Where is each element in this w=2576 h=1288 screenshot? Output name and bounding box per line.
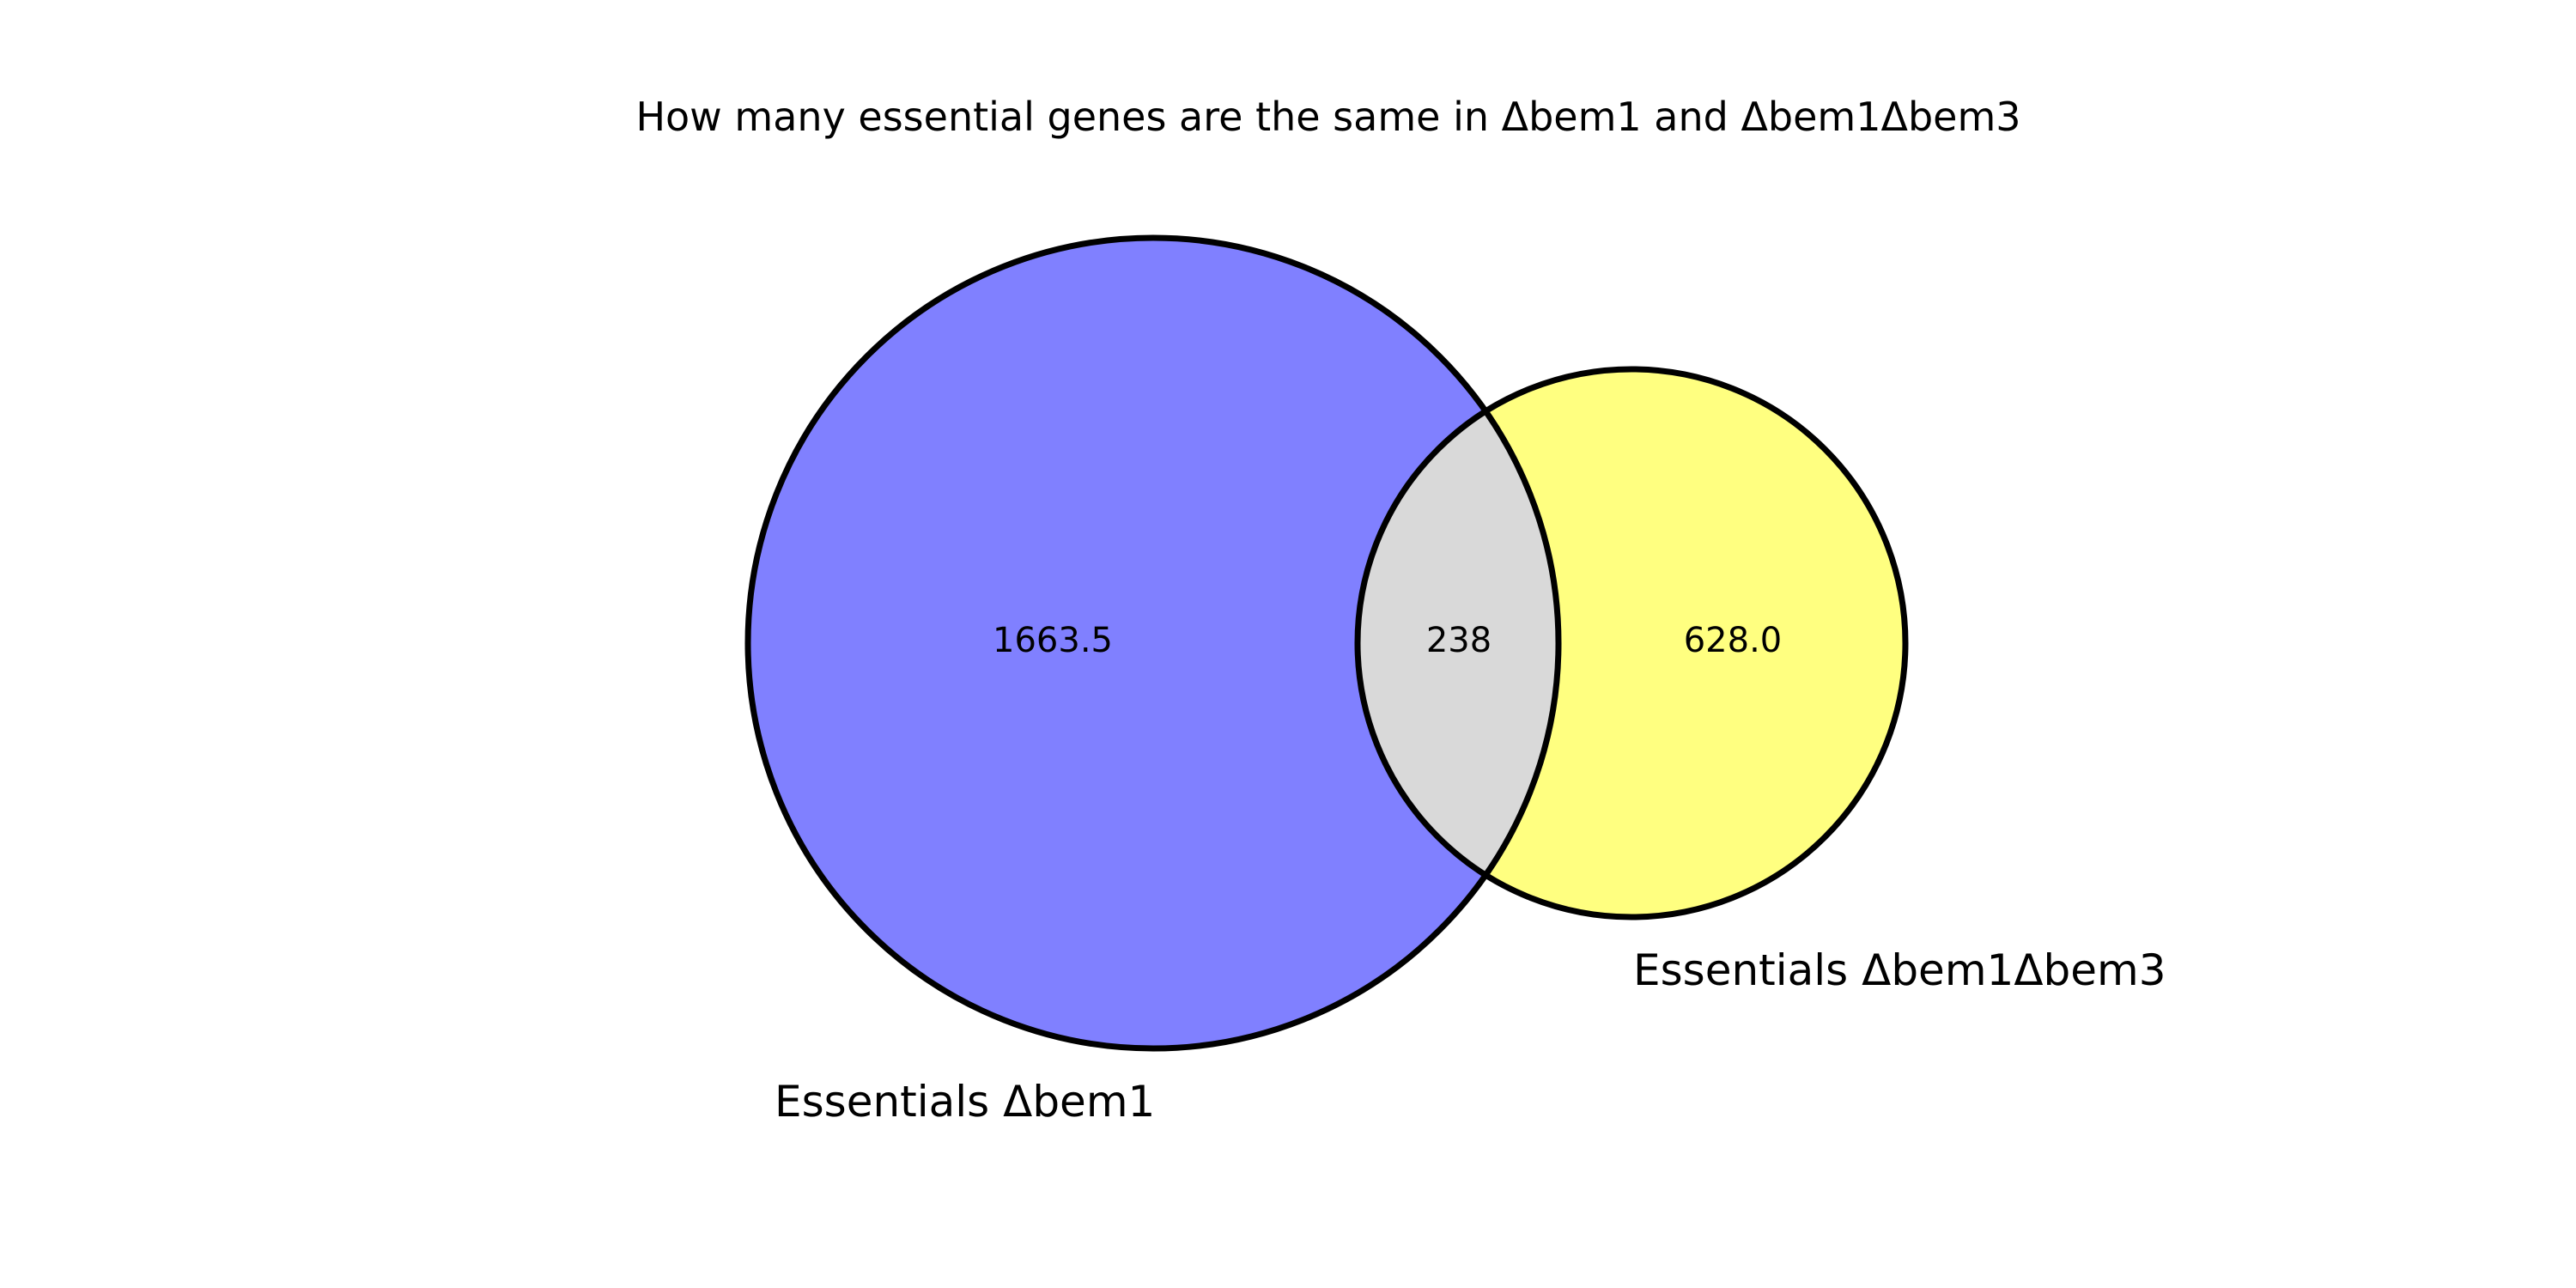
set-a-outline <box>744 234 1562 1052</box>
set-a-label: Essentials Δbem1 <box>775 1077 1155 1127</box>
set-a-circle <box>748 238 1558 1048</box>
set-b-outline <box>1354 366 1909 920</box>
region-count-intersection: 238 <box>1426 621 1492 660</box>
set-b-label: Essentials Δbem1Δbem3 <box>1633 945 2166 995</box>
region-count-set-a-only: 1663.5 <box>993 621 1113 660</box>
region-count-set-b-only: 628.0 <box>1684 621 1783 660</box>
intersection-region <box>1358 369 1558 917</box>
chart-title: How many essential genes are the same in… <box>635 94 2020 140</box>
